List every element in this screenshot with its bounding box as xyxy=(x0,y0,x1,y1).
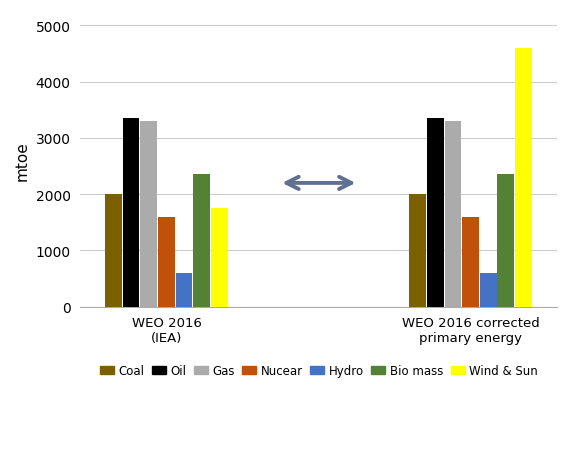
Bar xyxy=(427,119,444,307)
Bar xyxy=(105,195,122,307)
Bar xyxy=(480,273,497,307)
Bar xyxy=(498,175,514,307)
Bar xyxy=(123,119,139,307)
Bar xyxy=(462,217,479,307)
Bar xyxy=(444,122,461,307)
Legend: Coal, Oil, Gas, Nucear, Hydro, Bio mass, Wind & Sun: Coal, Oil, Gas, Nucear, Hydro, Bio mass,… xyxy=(95,360,543,382)
Bar xyxy=(158,217,174,307)
Bar xyxy=(141,122,157,307)
Bar xyxy=(176,273,192,307)
Bar xyxy=(211,209,228,307)
Y-axis label: mtoe: mtoe xyxy=(15,141,30,181)
Bar xyxy=(193,175,210,307)
Bar xyxy=(409,195,426,307)
Bar xyxy=(515,49,532,307)
